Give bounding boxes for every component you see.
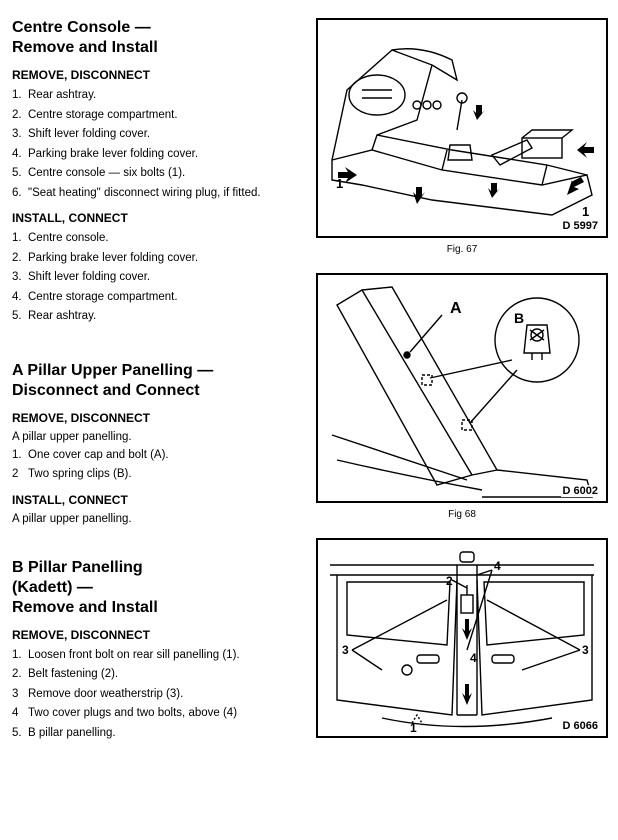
section3-title: B Pillar Panelling (Kadett) — Remove and… — [12, 558, 302, 618]
section2-remove-intro: A pillar upper panelling. — [12, 431, 302, 443]
section2-install-intro: A pillar upper panelling. — [12, 513, 302, 525]
fig-b-label-4a: 4 — [494, 559, 501, 573]
figure-68: A B D 6002 — [316, 273, 608, 503]
figure-b-code: D 6066 — [561, 720, 600, 732]
section1-title-line2: Remove and Install — [12, 39, 158, 56]
section3-remove-list: 1.Loosen front bolt on rear sill panelli… — [12, 648, 302, 742]
diagram-console: 1 1 — [318, 20, 606, 236]
fig-b-label-3a: 3 — [342, 643, 349, 657]
fig-b-label-1: 1 — [410, 721, 417, 735]
section2-title-line2: Disconnect and Connect — [12, 382, 200, 399]
section3-remove-heading: REMOVE, DISCONNECT — [12, 628, 302, 642]
list-item: 2.Belt fastening (2). — [12, 667, 302, 683]
section2-install-heading: INSTALL, CONNECT — [12, 493, 302, 507]
fig-b-label-4b: 4 — [470, 651, 477, 665]
fig68-label-a: A — [450, 300, 462, 317]
section2-remove-list: 1.One cover cap and bolt (A). 2Two sprin… — [12, 448, 302, 483]
section1-remove-list: 1.Rear ashtray. 2.Centre storage compart… — [12, 88, 302, 201]
section1-install-list: 1.Centre console. 2.Parking brake lever … — [12, 231, 302, 325]
list-item: 3.Shift lever folding cover. — [12, 127, 302, 143]
section3-title-line1: B Pillar Panelling — [12, 559, 143, 576]
section1-title: Centre Console — Remove and Install — [12, 18, 302, 58]
figure-67-code: D 5997 — [561, 220, 600, 232]
figure-67: 1 1 D 5997 — [316, 18, 608, 238]
figure-column: 1 1 D 5997 Fig. 67 — [316, 18, 608, 749]
list-item: 2.Parking brake lever folding cover. — [12, 251, 302, 267]
manual-page: Centre Console — Remove and Install REMO… — [0, 0, 618, 759]
list-item: 1.One cover cap and bolt (A). — [12, 448, 302, 464]
fig68-label-b: B — [514, 310, 524, 326]
figure-67-caption: Fig. 67 — [316, 244, 608, 255]
section3-title-line3: Remove and Install — [12, 599, 158, 616]
section2-remove-heading: REMOVE, DISCONNECT — [12, 411, 302, 425]
list-item: 5.B pillar panelling. — [12, 726, 302, 742]
section1-title-line1: Centre Console — — [12, 19, 151, 36]
fig67-label-1b: 1 — [582, 204, 589, 219]
section3-title-line2: (Kadett) — — [12, 579, 93, 596]
section1-install-heading: INSTALL, CONNECT — [12, 211, 302, 225]
list-item: 6."Seat heating" disconnect wiring plug,… — [12, 186, 302, 202]
list-item: 1.Centre console. — [12, 231, 302, 247]
text-column: Centre Console — Remove and Install REMO… — [12, 18, 302, 749]
fig67-label-1a: 1 — [336, 176, 343, 191]
list-item: 4Two cover plugs and two bolts, above (4… — [12, 706, 302, 722]
list-item: 2.Centre storage compartment. — [12, 108, 302, 124]
figure-68-caption: Fig 68 — [316, 509, 608, 520]
list-item: 1.Rear ashtray. — [12, 88, 302, 104]
list-item: 5.Rear ashtray. — [12, 309, 302, 325]
list-item: 4.Parking brake lever folding cover. — [12, 147, 302, 163]
section1-remove-heading: REMOVE, DISCONNECT — [12, 68, 302, 82]
fig-b-label-2: 2 — [446, 574, 453, 588]
diagram-a-pillar: A B — [318, 275, 606, 501]
list-item: 1.Loosen front bolt on rear sill panelli… — [12, 648, 302, 664]
list-item: 5.Centre console — six bolts (1). — [12, 166, 302, 182]
list-item: 3Remove door weatherstrip (3). — [12, 687, 302, 703]
fig-b-label-3b: 3 — [582, 643, 589, 657]
figure-68-code: D 6002 — [561, 485, 600, 497]
section2-title-line1: A Pillar Upper Panelling — — [12, 362, 213, 379]
list-item: 4.Centre storage compartment. — [12, 290, 302, 306]
section2-title: A Pillar Upper Panelling — Disconnect an… — [12, 361, 302, 401]
list-item: 3.Shift lever folding cover. — [12, 270, 302, 286]
diagram-b-pillar: 2 4 4 3 3 1 — [318, 540, 606, 736]
list-item: 2Two spring clips (B). — [12, 467, 302, 483]
figure-b-pillar: 2 4 4 3 3 1 D 6066 — [316, 538, 608, 738]
